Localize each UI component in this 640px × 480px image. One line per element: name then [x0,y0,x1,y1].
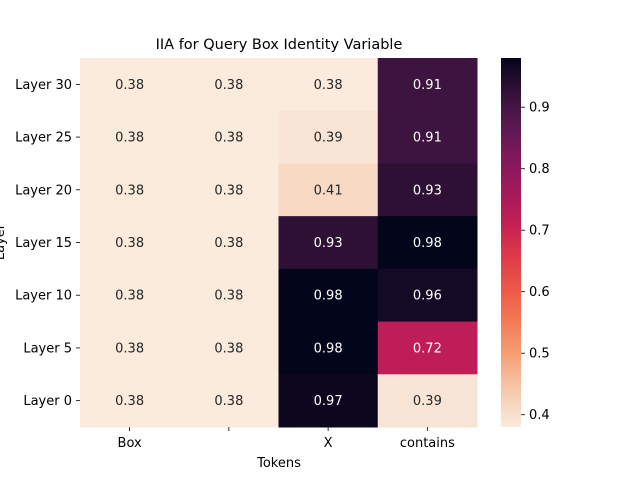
heatmap-cell [377,110,478,164]
colorbar [501,58,521,427]
y-tick-label: Layer 25 [15,131,72,146]
heatmap-cell [377,268,478,323]
colorbar-ticks: 0.4 0.5 0.6 0.7 0.8 0.9 [521,101,550,423]
y-tick-label: Layer 0 [23,394,72,409]
chart-title: IIA for Query Box Identity Variable [156,37,403,53]
cell-value-label: 0.72 [413,341,442,356]
heatmap-cell [179,216,279,270]
heatmap-cell [278,268,379,323]
heatmap-cell [179,321,279,375]
heatmap-cell [80,163,180,217]
cell-value-label: 0.96 [413,289,442,304]
colorbar-tick-label: 0.4 [529,408,550,423]
heatmap-cell [179,58,279,112]
cell-value-label: 0.93 [314,236,343,251]
heatmap-cell [377,163,478,217]
x-axis-label: Tokens [256,456,301,471]
y-tick-label: Layer 30 [15,78,72,93]
cell-value-label: 0.38 [214,131,243,146]
heatmap-cells [80,58,478,428]
cell-value-label: 0.38 [214,236,243,251]
heatmap-cell [179,163,279,217]
heatmap-cell [278,110,379,164]
y-tick-label: Layer 20 [15,183,72,198]
x-tick-label: Box [118,436,142,451]
y-tick-label: Layer 15 [15,236,72,251]
x-tick-label: X [324,436,333,451]
heatmap-cell [377,216,478,270]
cell-value-label: 0.38 [115,78,144,93]
heatmap-cell [377,374,478,428]
cell-value-label: 0.39 [413,394,442,409]
cell-value-label: 0.38 [115,183,144,198]
cell-value-label: 0.38 [214,183,243,198]
colorbar-tick-label: 0.6 [529,285,550,300]
heatmap-cell [80,374,180,428]
heatmap-cell [377,58,478,112]
cell-value-label: 0.38 [214,289,243,304]
heatmap-cell [179,110,279,164]
cell-value-label: 0.38 [115,236,144,251]
heatmap-cell [278,216,379,270]
heatmap-cell [377,321,478,375]
heatmap-cell [80,268,180,323]
cell-value-label: 0.38 [214,78,243,93]
colorbar-tick-label: 0.7 [529,224,550,239]
heatmap-cell [80,216,180,270]
colorbar-tick-label: 0.5 [529,347,550,362]
cell-value-label: 0.38 [115,289,144,304]
cell-value-label: 0.91 [413,78,442,93]
cell-value-label: 0.38 [115,394,144,409]
cell-value-label: 0.39 [314,131,343,146]
cell-value-label: 0.98 [314,289,343,304]
cell-value-label: 0.93 [413,183,442,198]
heatmap-cell [80,110,180,164]
heatmap-cell [278,58,379,112]
cell-value-label: 0.98 [413,236,442,251]
heatmap-cell [80,58,180,112]
cell-value-label: 0.98 [314,341,343,356]
heatmap-cell [80,321,180,375]
cell-value-label: 0.38 [115,341,144,356]
heatmap-cell-labels: 0.38 0.38 0.38 0.91 0.38 0.38 0.39 0.91 0.38 0.38… [115,78,442,409]
y-axis-ticks: Layer 30 Layer 25 Layer 20 Layer 15 Layer 10… [15,78,80,409]
y-tick-label: Layer 5 [23,341,72,356]
cell-value-label: 0.38 [214,341,243,356]
cell-value-label: 0.38 [115,131,144,146]
heatmap-cell [278,321,379,375]
cell-value-label: 0.97 [314,394,343,409]
heatmap-cell [278,374,379,428]
colorbar-tick-label: 0.9 [529,101,550,116]
heatmap-cell [278,163,379,217]
heatmap-cell [179,374,279,428]
cell-value-label: 0.38 [214,394,243,409]
x-tick-label: contains [400,436,455,451]
y-axis-label: Layer [0,223,8,260]
colorbar-tick-label: 0.8 [529,162,550,177]
cell-value-label: 0.38 [314,78,343,93]
cell-value-label: 0.41 [314,183,343,198]
y-tick-label: Layer 10 [15,289,72,304]
heatmap-cell [179,268,279,323]
cell-value-label: 0.91 [413,131,442,146]
